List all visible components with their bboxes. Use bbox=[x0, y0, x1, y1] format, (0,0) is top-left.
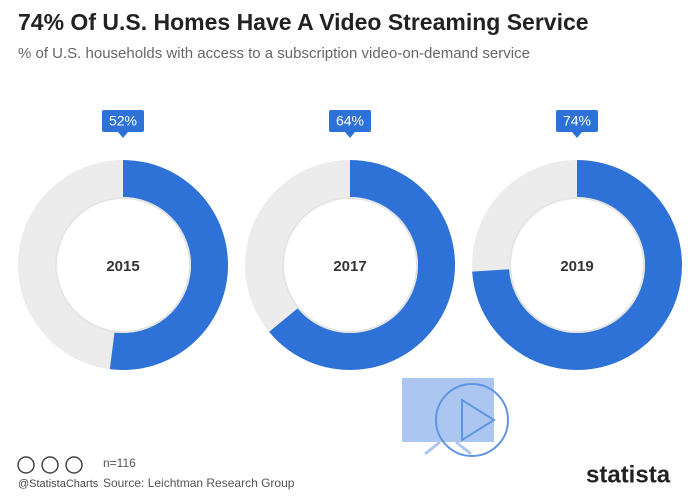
play-icon bbox=[461, 398, 496, 442]
category-label: 2017 bbox=[333, 258, 366, 275]
brand: statista bbox=[586, 461, 671, 488]
note: n=116 bbox=[103, 456, 136, 470]
value-label: 64% bbox=[336, 113, 364, 129]
license-icons bbox=[17, 456, 83, 474]
badge-pointer bbox=[118, 132, 128, 138]
donut-segment bbox=[472, 160, 682, 370]
chart-title: 74% Of U.S. Homes Have A Video Streaming… bbox=[18, 9, 589, 35]
chart-subtitle: % of U.S. households with access to a su… bbox=[18, 45, 530, 62]
tv-leg bbox=[455, 440, 472, 456]
by-icon bbox=[41, 456, 59, 474]
badge-pointer bbox=[572, 132, 582, 138]
value-label: 52% bbox=[109, 113, 137, 129]
category-label: 2015 bbox=[106, 258, 139, 275]
donut-segment bbox=[269, 160, 455, 370]
badge-pointer bbox=[345, 132, 355, 138]
value-badge bbox=[102, 110, 144, 132]
value-badge bbox=[556, 110, 598, 132]
value-label: 74% bbox=[563, 113, 591, 129]
donuts: 2015 52% 2017 64% 2019 74% bbox=[18, 110, 682, 370]
nd-icon bbox=[65, 456, 83, 474]
donut-inner-ring bbox=[282, 197, 418, 333]
donut-segment bbox=[109, 160, 228, 370]
source: Source: Leichtman Research Group bbox=[103, 476, 295, 490]
tv-leg bbox=[424, 440, 441, 456]
donut-inner-ring bbox=[55, 197, 191, 333]
play-circle bbox=[435, 383, 509, 457]
handle: @StatistaCharts bbox=[18, 478, 99, 490]
tv-illustration bbox=[402, 378, 509, 457]
category-label: 2019 bbox=[560, 258, 593, 275]
tv-screen bbox=[402, 378, 494, 442]
value-badge bbox=[329, 110, 371, 132]
donut-inner-ring bbox=[509, 197, 645, 333]
cc-icon bbox=[17, 456, 35, 474]
